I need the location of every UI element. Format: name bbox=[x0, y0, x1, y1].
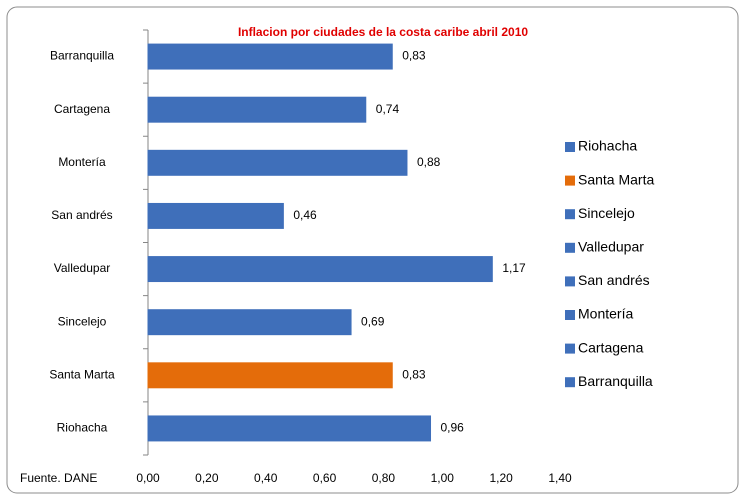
x-tick-label: 0,60 bbox=[313, 471, 337, 485]
bar bbox=[147, 256, 493, 283]
y-tick-label: Cartagena bbox=[54, 102, 110, 116]
legend-swatch bbox=[565, 377, 575, 388]
value-label: 0,46 bbox=[293, 208, 317, 222]
legend-swatch bbox=[565, 310, 575, 320]
legend-label: Riohacha bbox=[578, 138, 637, 154]
legend-swatch bbox=[565, 242, 575, 253]
value-label: 0,88 bbox=[417, 155, 441, 169]
bar bbox=[147, 202, 284, 229]
legend-label: Valledupar bbox=[578, 239, 644, 255]
x-tick-label: 0,80 bbox=[372, 471, 396, 485]
value-label: 0,74 bbox=[376, 102, 400, 116]
y-tick-label: Montería bbox=[58, 155, 106, 169]
legend-label: Sincelejo bbox=[578, 205, 635, 221]
x-tick-label: 0,40 bbox=[254, 471, 278, 485]
legend-label: Montería bbox=[578, 306, 633, 322]
y-tick-label: Sincelejo bbox=[58, 314, 107, 328]
x-tick-label: 0,00 bbox=[136, 471, 160, 485]
bar bbox=[147, 96, 367, 123]
value-label: 1,17 bbox=[502, 261, 526, 275]
source-note: Fuente. DANE bbox=[20, 471, 97, 485]
legend-swatch bbox=[565, 276, 575, 287]
x-tick-label: 0,20 bbox=[195, 471, 219, 485]
legend-swatch bbox=[565, 142, 575, 152]
legend-swatch bbox=[565, 209, 575, 220]
y-tick-label: Barranquilla bbox=[50, 49, 114, 63]
y-tick-label: Santa Marta bbox=[49, 367, 115, 381]
bar bbox=[147, 362, 393, 389]
value-label: 0,83 bbox=[402, 49, 426, 63]
bar bbox=[147, 309, 352, 336]
y-tick-label: Valledupar bbox=[54, 261, 110, 275]
legend-swatch bbox=[565, 343, 575, 354]
value-label: 0,69 bbox=[361, 314, 385, 328]
value-label: 0,96 bbox=[441, 421, 465, 435]
legend-label: San andrés bbox=[578, 272, 650, 288]
y-tick-label: Riohacha bbox=[57, 421, 108, 435]
value-label: 0,83 bbox=[402, 367, 426, 381]
bar bbox=[147, 149, 408, 176]
legend-label: Cartagena bbox=[578, 339, 644, 355]
y-tick-label: San andrés bbox=[51, 208, 112, 222]
legend-label: Barranquilla bbox=[578, 373, 653, 389]
x-tick-label: 1,00 bbox=[431, 471, 455, 485]
chart-title: Inflacion por ciudades de la costa carib… bbox=[238, 25, 528, 39]
x-tick-label: 1,20 bbox=[489, 471, 513, 485]
bar bbox=[147, 415, 432, 442]
legend-swatch bbox=[565, 175, 575, 186]
x-tick-label: 1,40 bbox=[548, 471, 572, 485]
bar bbox=[147, 43, 393, 70]
legend-label: Santa Marta bbox=[578, 171, 654, 187]
